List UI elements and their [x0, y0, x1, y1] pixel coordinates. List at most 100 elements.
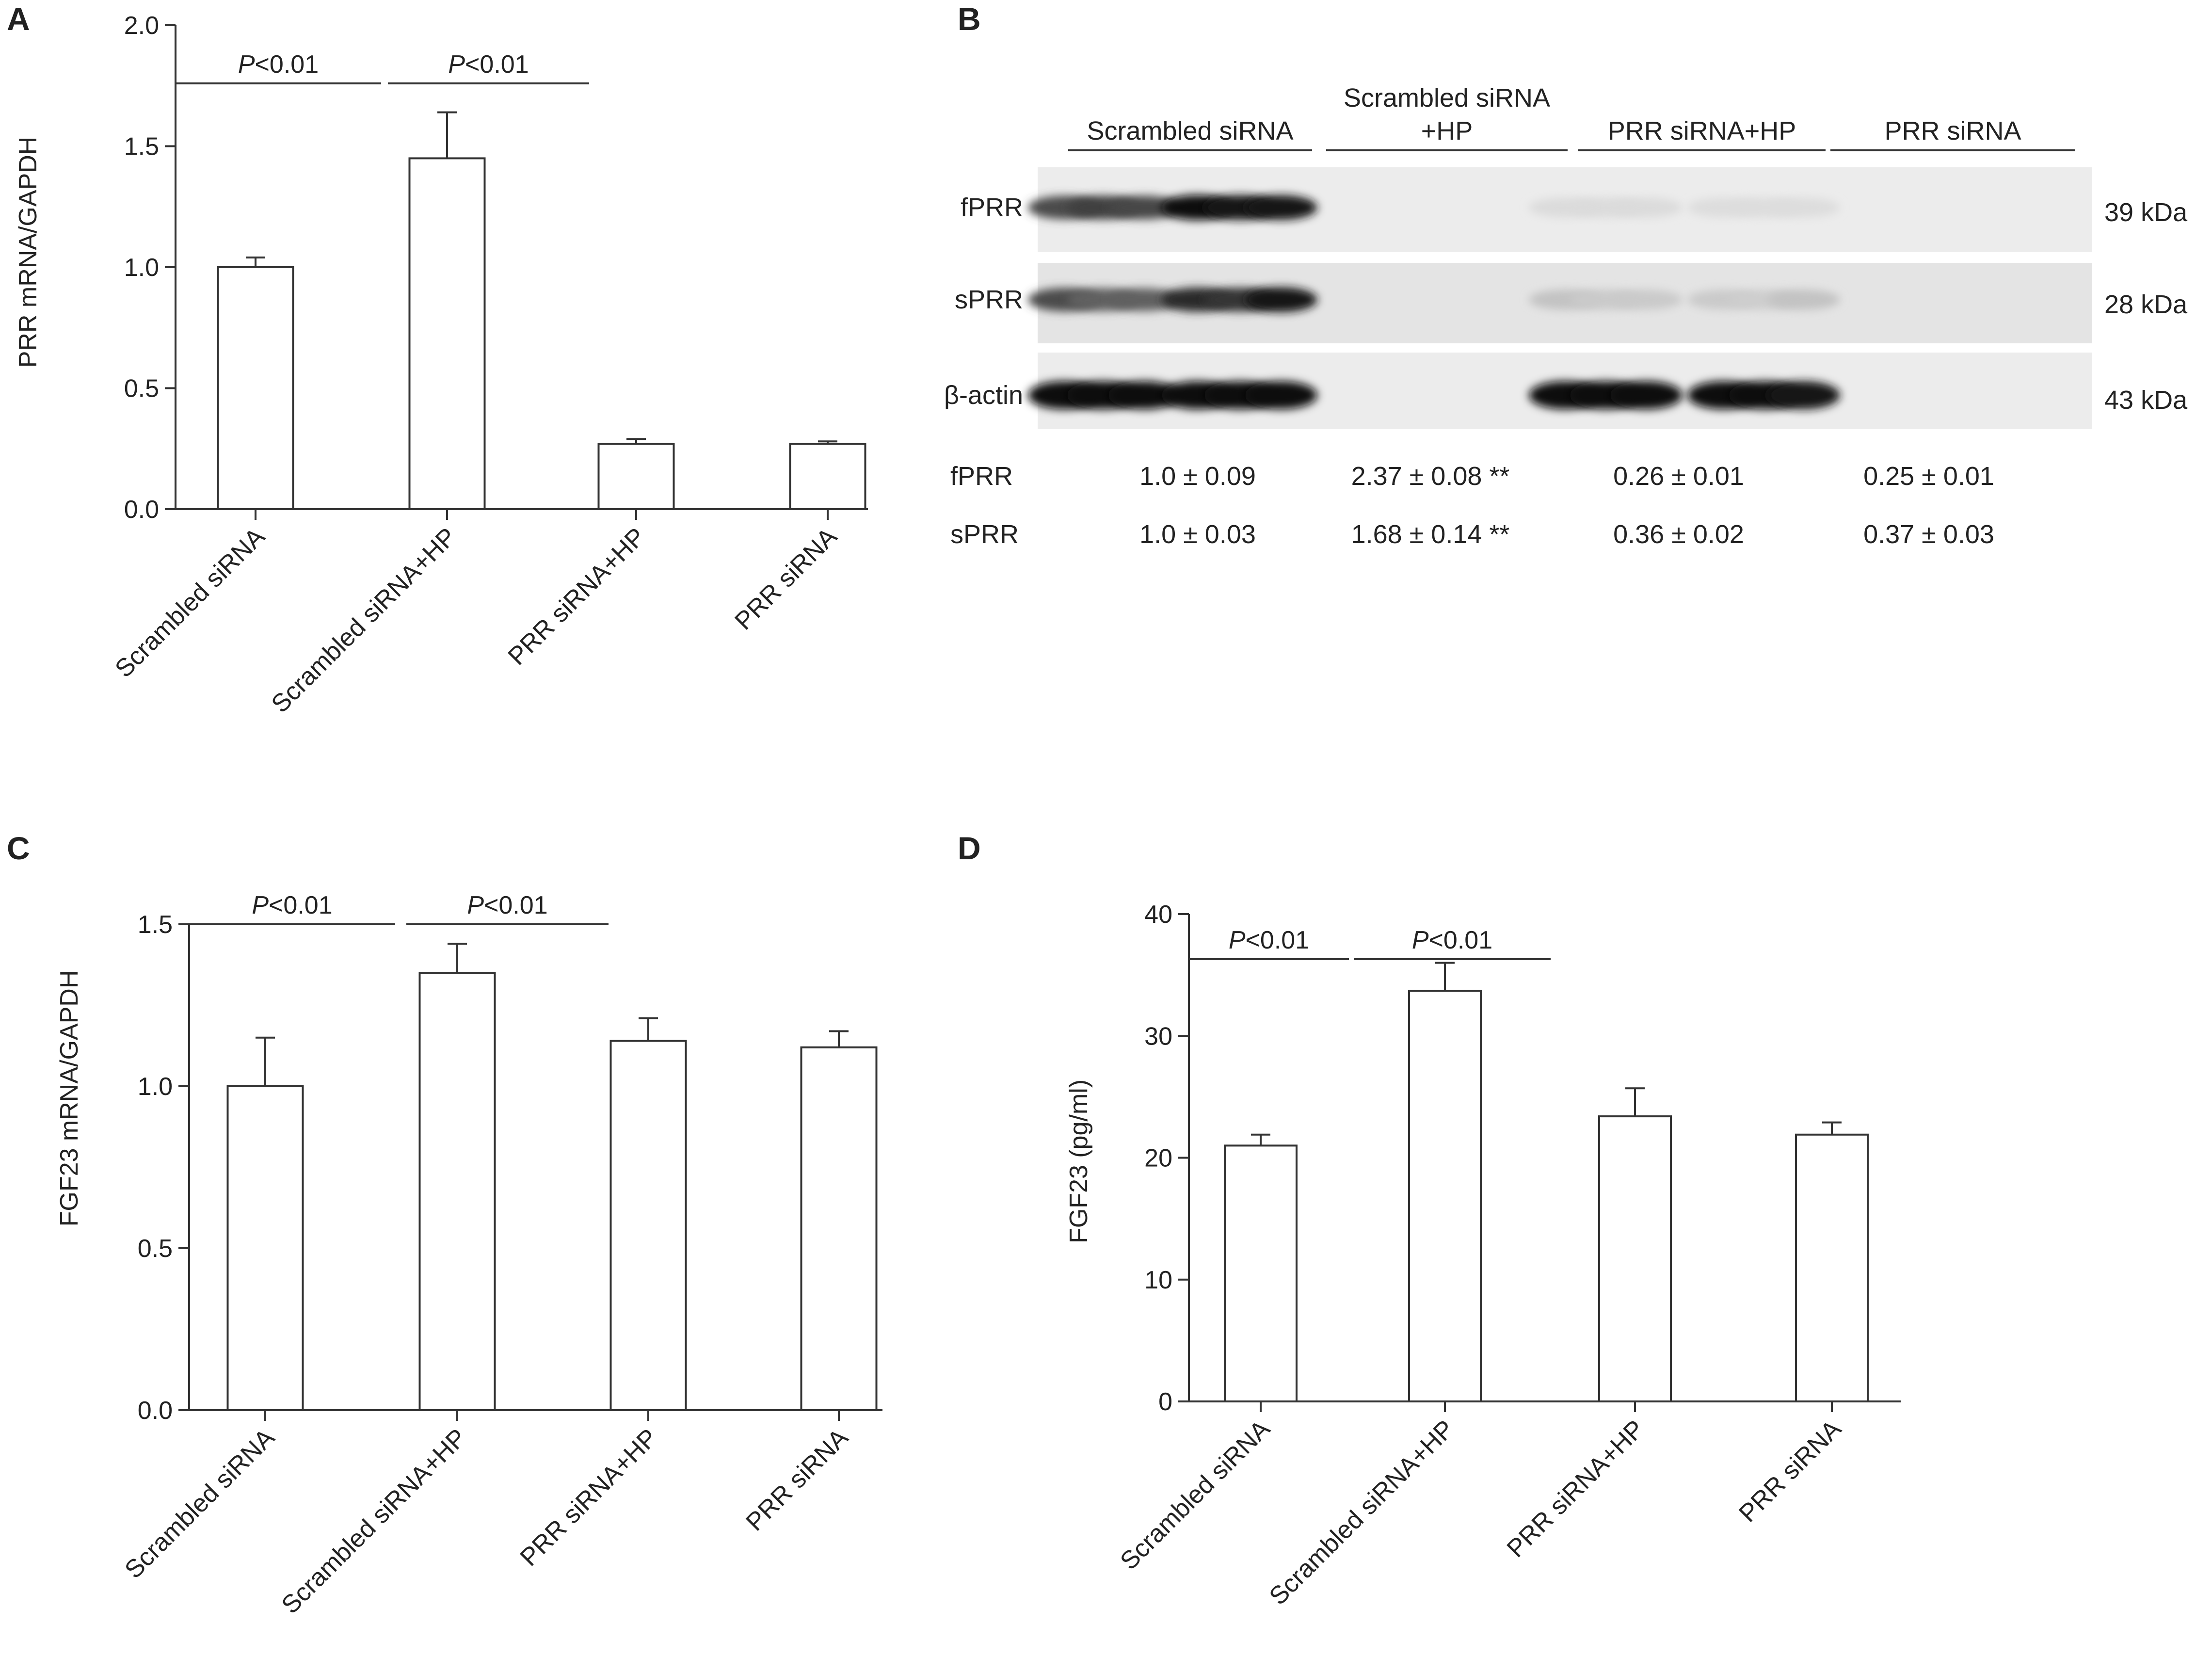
chart-d-category-label: Scrambled siRNA: [1115, 1415, 1275, 1575]
wb-quant-label: fPRR: [950, 462, 1013, 491]
chart-c-y-tick-label: 1.5: [138, 911, 173, 939]
wb-quant-value: 1.0 ± 0.09: [1139, 462, 1256, 491]
chart-a-bar: [597, 443, 675, 511]
chart-a-bar: [408, 157, 486, 510]
wb-band: [1108, 288, 1181, 311]
chart-c-y-ticks: 0.0 0.5 1.0 1.5: [138, 911, 189, 1425]
chart-d-bar: [1795, 1133, 1869, 1402]
chart-d: 0 10 20 30 40 P<0.01 P<0.01 Scrambled siRNASc…: [1065, 901, 1901, 1610]
wb-quant-value: 0.37 ± 0.03: [1863, 520, 1994, 549]
chart-a-category-label: Scrambled siRNA+HP: [266, 522, 462, 718]
wb-strips: fPRR 39 kDa sPRR 28 kDa β-actin 43 kDa: [944, 167, 2188, 429]
chart-c-y-tick-label: 1.0: [138, 1073, 173, 1101]
wb-row-label: fPRR: [961, 193, 1023, 222]
wb-band: [1245, 381, 1317, 409]
chart-a-y-tick-label: 1.5: [124, 133, 159, 161]
chart-a-category-label: Scrambled siRNA: [110, 522, 270, 683]
wb-group-label: Scrambled siRNA: [1087, 116, 1293, 145]
chart-d-category-label: PRR siRNA: [1733, 1415, 1846, 1528]
western-blot: Scrambled siRNA Scrambled siRNA +HP PRR siR…: [944, 83, 2188, 549]
chart-a-bar: [789, 443, 866, 511]
chart-a-y-tick-label: 2.0: [124, 12, 159, 40]
wb-band: [1767, 381, 1840, 409]
wb-quant-value: 0.36 ± 0.02: [1613, 520, 1744, 549]
wb-quant-value: 2.37 ± 0.08 **: [1351, 462, 1510, 491]
wb-band: [1108, 381, 1181, 409]
chart-d-y-tick-label: 20: [1144, 1144, 1172, 1173]
wb-band: [1108, 195, 1181, 220]
chart-d-bars: [1224, 962, 1869, 1412]
wb-band: [1767, 290, 1840, 310]
chart-d-bar: [1408, 990, 1482, 1402]
wb-quant-value: 0.25 ± 0.01: [1863, 462, 1994, 491]
chart-c-y-tick-label: 0.5: [138, 1235, 173, 1263]
chart-d-bar: [1598, 1115, 1672, 1402]
wb-band: [1245, 195, 1317, 220]
chart-a-y-tick-label: 0.5: [124, 375, 159, 403]
chart-a-y-tick-label: 1.0: [124, 254, 159, 282]
chart-c: 0.0 0.5 1.0 1.5 P<0.01 P<0.01 Scrambled siRN…: [55, 891, 882, 1619]
wb-band: [1610, 290, 1683, 310]
wb-group-headers: Scrambled siRNA Scrambled siRNA +HP PRR siR…: [1068, 83, 2075, 151]
wb-size-label: 28 kDa: [2104, 290, 2188, 319]
chart-d-y-ticks: 0 10 20 30 40: [1144, 901, 1189, 1416]
chart-d-y-tick-label: 10: [1144, 1266, 1172, 1294]
panel-label-d: D: [958, 830, 981, 866]
wb-band: [1767, 197, 1840, 218]
chart-d-y-tick-label: 30: [1144, 1022, 1172, 1050]
chart-c-bars: [226, 943, 878, 1421]
wb-quantification: fPRR 1.0 ± 0.09 2.37 ± 0.08 ** 0.26 ± 0.01 0…: [950, 462, 1994, 549]
panel-label-a: A: [7, 1, 30, 37]
chart-c-bar: [800, 1046, 878, 1412]
chart-c-category-label: PRR siRNA+HP: [515, 1423, 663, 1572]
wb-quant-value: 0.26 ± 0.01: [1613, 462, 1744, 491]
chart-d-significance-label: P<0.01: [1229, 926, 1309, 954]
wb-band: [1610, 381, 1683, 409]
chart-a-significance-label: P<0.01: [448, 50, 529, 79]
chart-d-bar: [1224, 1144, 1298, 1402]
chart-a-significance: P<0.01 P<0.01: [176, 50, 589, 84]
wb-group-label: Scrambled siRNA: [1344, 83, 1550, 113]
chart-c-bar: [418, 972, 496, 1411]
wb-quant-label: sPRR: [950, 520, 1019, 549]
chart-c-significance-label: P<0.01: [252, 891, 332, 919]
chart-c-y-tick-label: 0.0: [138, 1397, 173, 1425]
chart-c-category-label: PRR siRNA: [740, 1423, 853, 1536]
chart-c-bar: [226, 1085, 304, 1411]
wb-row-label: sPRR: [955, 285, 1023, 314]
chart-a-category-label: PRR siRNA+HP: [503, 522, 651, 671]
chart-d-y-tick-label: 0: [1158, 1388, 1172, 1416]
chart-a-y-ticks: 0.0 0.5 1.0 1.5 2.0: [124, 12, 176, 524]
chart-a: 0.0 0.5 1.0 1.5 2.0 P<0.01 P<0.01 Scrambled s…: [14, 12, 868, 718]
chart-d-category-label: Scrambled siRNA+HP: [1264, 1415, 1460, 1610]
chart-d-significance-label: P<0.01: [1412, 926, 1492, 954]
wb-group-label: PRR siRNA+HP: [1608, 116, 1796, 145]
chart-a-y-tick-label: 0.0: [124, 496, 159, 524]
chart-a-bar: [217, 266, 294, 510]
wb-group-label: +HP: [1421, 116, 1473, 145]
chart-c-bar: [609, 1040, 687, 1411]
wb-band: [1610, 197, 1683, 218]
chart-c-significance-label: P<0.01: [467, 891, 547, 919]
chart-d-significance: P<0.01 P<0.01: [1189, 926, 1551, 960]
chart-c-category-label: Scrambled siRNA+HP: [276, 1423, 472, 1619]
wb-quant-value: 1.0 ± 0.03: [1139, 520, 1256, 549]
chart-c-category-label: Scrambled siRNA: [119, 1423, 280, 1584]
wb-row-label: β-actin: [944, 381, 1023, 410]
wb-band: [1245, 287, 1317, 312]
wb-size-label: 43 kDa: [2104, 386, 2188, 415]
panel-label-b: B: [958, 1, 981, 37]
wb-group-label: PRR siRNA: [1884, 116, 2021, 145]
chart-a-significance-label: P<0.01: [238, 50, 319, 79]
chart-a-category-label: PRR siRNA: [729, 522, 842, 635]
wb-quant-value: 1.68 ± 0.14 **: [1351, 520, 1510, 549]
chart-d-y-axis-label: FGF23 (pg/ml): [1065, 1079, 1093, 1243]
chart-d-y-tick-label: 40: [1144, 901, 1172, 929]
chart-a-y-axis-label: PRR mRNA/GAPDH: [14, 137, 42, 368]
chart-c-y-axis-label: FGF23 mRNA/GAPDH: [55, 970, 83, 1227]
chart-d-category-label: PRR siRNA+HP: [1502, 1415, 1650, 1563]
